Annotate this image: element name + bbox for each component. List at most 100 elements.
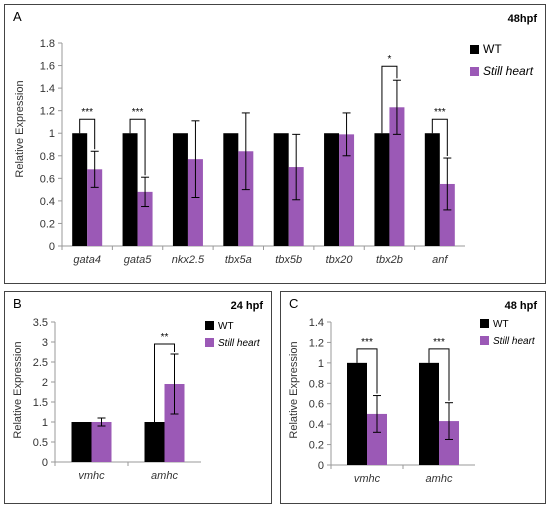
bar [367,413,387,465]
bar [91,422,112,462]
y-tick-label: 0.2 [309,440,324,452]
legend-swatch [470,67,479,76]
x-tick-label: tbx2b [376,254,403,266]
bar [439,183,455,246]
panel-c: C 48 hpf Relative Expression 0 0.2 0.4 0.6 0… [280,291,546,504]
bar [137,191,153,246]
significance-marker: *** [81,107,93,118]
panel-b: B 24 hpf Relative Expression 0 0.5 1 1.5 2 2.… [4,291,272,504]
bar [72,133,88,246]
bar [389,107,405,247]
y-tick-label: 1.6 [40,61,55,73]
x-tick-label: gata5 [124,254,152,266]
bar [374,133,390,246]
bar [223,133,239,246]
y-tick-label: 0 [42,457,48,469]
bar [144,422,165,462]
x-tick-label: amhc [151,470,178,482]
significance-marker: ** [161,332,169,343]
legend-label: Still heart [218,338,261,349]
y-tick-label: 0.4 [309,419,324,431]
significance-marker: *** [361,337,373,348]
legend-swatch [480,336,489,345]
significance-bracket [381,65,398,134]
y-tick-label: 1.2 [40,106,55,118]
y-tick-label: 0.6 [309,399,324,411]
significance-bracket [79,118,96,150]
x-tick-label: vmhc [78,470,105,482]
panel-label: A [13,9,22,24]
y-tick-label: 1.4 [309,317,324,329]
y-tick-label: 1.8 [40,38,55,50]
x-tick-label: tbx5b [275,254,302,266]
panel-a: A 48hpf Relative Expression 0 0.2 0.4 0.6 0.… [4,4,546,284]
bar [87,169,103,246]
legend-swatch [205,321,214,330]
y-tick-label: 1 [42,417,48,429]
legend-label: Still heart [483,64,534,78]
legend-swatch [205,338,214,347]
panel-title: 24 hpf [230,300,263,312]
significance-marker: *** [132,107,144,118]
bar [419,362,439,465]
legend-label: WT [493,319,509,330]
y-tick-label: 1.2 [309,337,324,349]
y-tick-label: 0.6 [40,173,55,185]
bar [439,421,459,465]
significance-bracket [129,118,146,176]
x-tick-label: gata4 [73,254,101,266]
legend-label: WT [483,42,502,56]
bar [424,133,440,246]
y-tick-label: 0.4 [40,196,55,208]
bar [288,167,304,246]
panel-label: C [289,296,299,311]
bar [71,422,92,462]
chart-c: 0 0.2 0.4 0.6 0.8 1 1.2 1.4 vmhc *** amhc *** WT Stil… [309,317,536,485]
bar [187,159,203,246]
y-tick-label: 2 [42,377,48,389]
bar [164,384,185,462]
panel-title: 48hpf [507,13,537,25]
bar [273,133,289,246]
legend-swatch [480,319,489,328]
bar [122,133,138,246]
y-tick-label: 3.5 [33,317,48,329]
y-tick-label: 1.4 [40,83,55,95]
y-tick-label: 0 [318,460,324,472]
y-tick-label: 0.8 [309,378,324,390]
y-tick-label: 1 [318,358,324,370]
x-tick-label: nkx2.5 [172,254,205,266]
chart-a: 0 0.2 0.4 0.6 0.8 1 1.2 1.4 1.6 1.8 gata4 *** gata5 *… [40,38,534,266]
y-tick-label: 1 [49,128,55,140]
legend-swatch [470,45,479,54]
y-tick-label: 2.5 [33,357,48,369]
y-tick-label: 0 [49,241,55,253]
y-tick-label: 0.5 [33,437,48,449]
significance-bracket [431,118,448,157]
y-tick-label: 0.8 [40,151,55,163]
significance-marker: *** [434,107,446,118]
panel-label: B [13,296,22,311]
bar [339,134,355,246]
y-tick-label: 1.5 [33,397,48,409]
legend-label: WT [218,321,234,332]
bar [324,133,340,246]
chart-b: 0 0.5 1 1.5 2 2.5 3 3.5 vmhc amhc ** WT Still heart [33,317,261,482]
x-tick-label: tbx5a [225,254,252,266]
significance-marker: *** [433,337,445,348]
panel-title: 48 hpf [504,300,537,312]
significance-bracket [428,348,450,401]
y-tick-label: 0.2 [40,218,55,230]
x-tick-label: vmhc [354,473,381,485]
x-tick-label: anf [432,254,448,266]
significance-bracket [154,343,175,422]
x-tick-label: tbx20 [326,254,354,266]
bar [238,151,254,246]
significance-marker: * [387,54,391,65]
bar [172,133,188,246]
bar [347,362,367,465]
legend-label: Still heart [493,336,536,347]
x-tick-label: amhc [426,473,453,485]
significance-bracket [356,348,378,394]
y-tick-label: 3 [42,337,48,349]
